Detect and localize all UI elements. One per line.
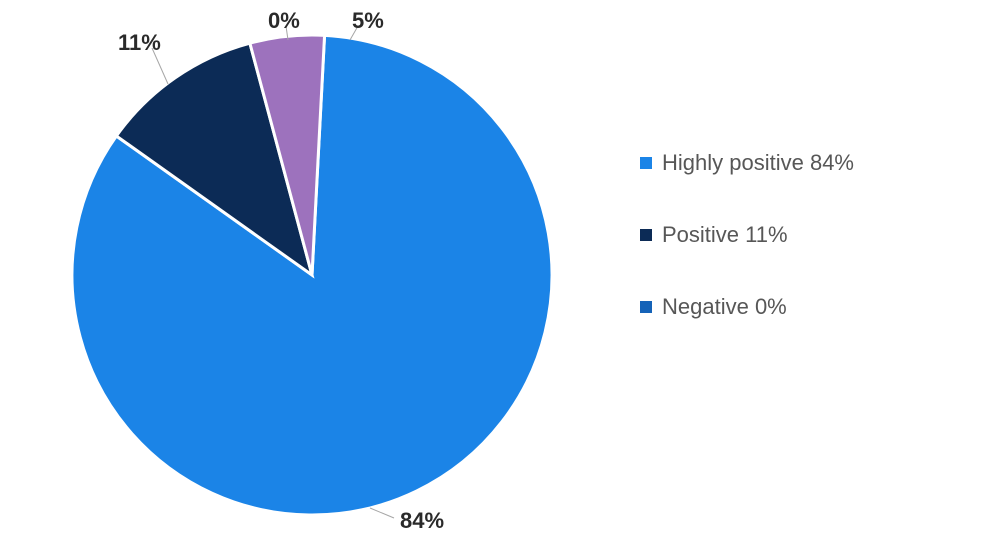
slice-label-positive: 11% (118, 30, 161, 56)
legend-item-negative: Negative 0% (640, 294, 854, 320)
legend-text-highly-positive: Highly positive 84% (662, 150, 854, 176)
legend-item-highly-positive: Highly positive 84% (640, 150, 854, 176)
legend-item-positive: Positive 11% (640, 222, 854, 248)
legend-text-positive: Positive 11% (662, 222, 788, 248)
legend: Highly positive 84% Positive 11% Negativ… (640, 150, 854, 320)
legend-swatch-highly-positive (640, 157, 652, 169)
leader-line-highly_positive (370, 508, 394, 518)
slice-label-negative: 0% (268, 8, 300, 34)
legend-swatch-negative (640, 301, 652, 313)
legend-text-negative: Negative 0% (662, 294, 787, 320)
legend-swatch-positive (640, 229, 652, 241)
slice-label-highly-positive: 84% (400, 508, 444, 534)
chart-container: 84% 11% 0% 5% Highly positive 84% Positi… (0, 0, 981, 542)
slice-label-purple: 5% (352, 8, 384, 34)
